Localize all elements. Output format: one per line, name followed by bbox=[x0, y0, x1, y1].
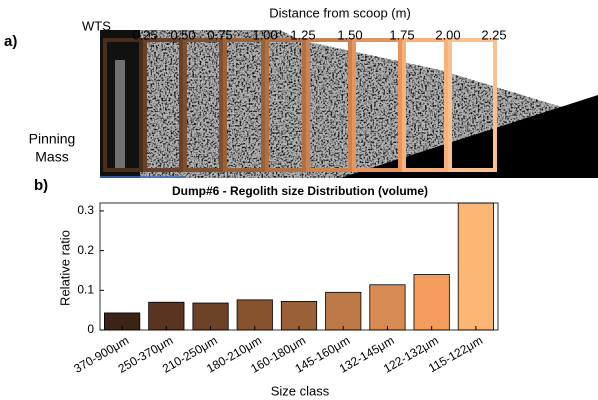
y-axis-label: Relative ratio bbox=[57, 230, 72, 306]
bar bbox=[280, 301, 318, 331]
distance-label: 2.25 bbox=[481, 27, 506, 42]
segment-box bbox=[143, 38, 183, 172]
panel-label: b) bbox=[34, 177, 48, 194]
y-tick-label: 0.1 bbox=[77, 282, 94, 296]
bar bbox=[236, 299, 273, 331]
segment-box bbox=[306, 38, 352, 172]
segment-box bbox=[183, 38, 223, 172]
distance-label: 1.75 bbox=[389, 27, 414, 42]
distance-label: 0.25 bbox=[132, 27, 157, 42]
pinning-label: Mass bbox=[35, 149, 68, 165]
segment-box bbox=[265, 38, 306, 172]
bar bbox=[457, 202, 494, 331]
distance-label: 1.00 bbox=[252, 27, 277, 42]
distance-label: 2.00 bbox=[435, 27, 460, 42]
y-tick-label: 0.2 bbox=[77, 243, 94, 257]
distance-label: 1.50 bbox=[337, 27, 362, 42]
bar bbox=[413, 274, 450, 331]
bar bbox=[369, 284, 406, 331]
plot: 00.10.20.3370-900μm250-370μm210-250μm180… bbox=[71, 202, 499, 376]
bar bbox=[192, 302, 229, 331]
bar bbox=[325, 291, 362, 331]
axis-title: Distance from scoop (m) bbox=[269, 5, 411, 20]
pinning-label: Pinning bbox=[29, 131, 76, 147]
distance-label: 1.25 bbox=[290, 27, 315, 42]
segment-box bbox=[402, 38, 448, 172]
x-axis-label: Size class bbox=[271, 383, 330, 398]
y-tick-label: 0.3 bbox=[77, 203, 94, 217]
wts-label: WTS bbox=[82, 18, 111, 33]
segment-box bbox=[223, 38, 265, 172]
distance-label: 0.50 bbox=[170, 27, 195, 42]
bar bbox=[148, 301, 185, 331]
plot-frame bbox=[99, 202, 499, 331]
segment-box bbox=[352, 38, 402, 172]
panel-label: a) bbox=[4, 33, 17, 50]
chart-title: Dump#6 - Regolith size Distribution (vol… bbox=[172, 184, 428, 198]
distance-label: 0.75 bbox=[207, 27, 232, 42]
y-tick-label: 0 bbox=[87, 322, 94, 336]
segment-boxes bbox=[103, 38, 497, 172]
segment-box bbox=[103, 38, 143, 172]
segment-box bbox=[448, 38, 497, 172]
